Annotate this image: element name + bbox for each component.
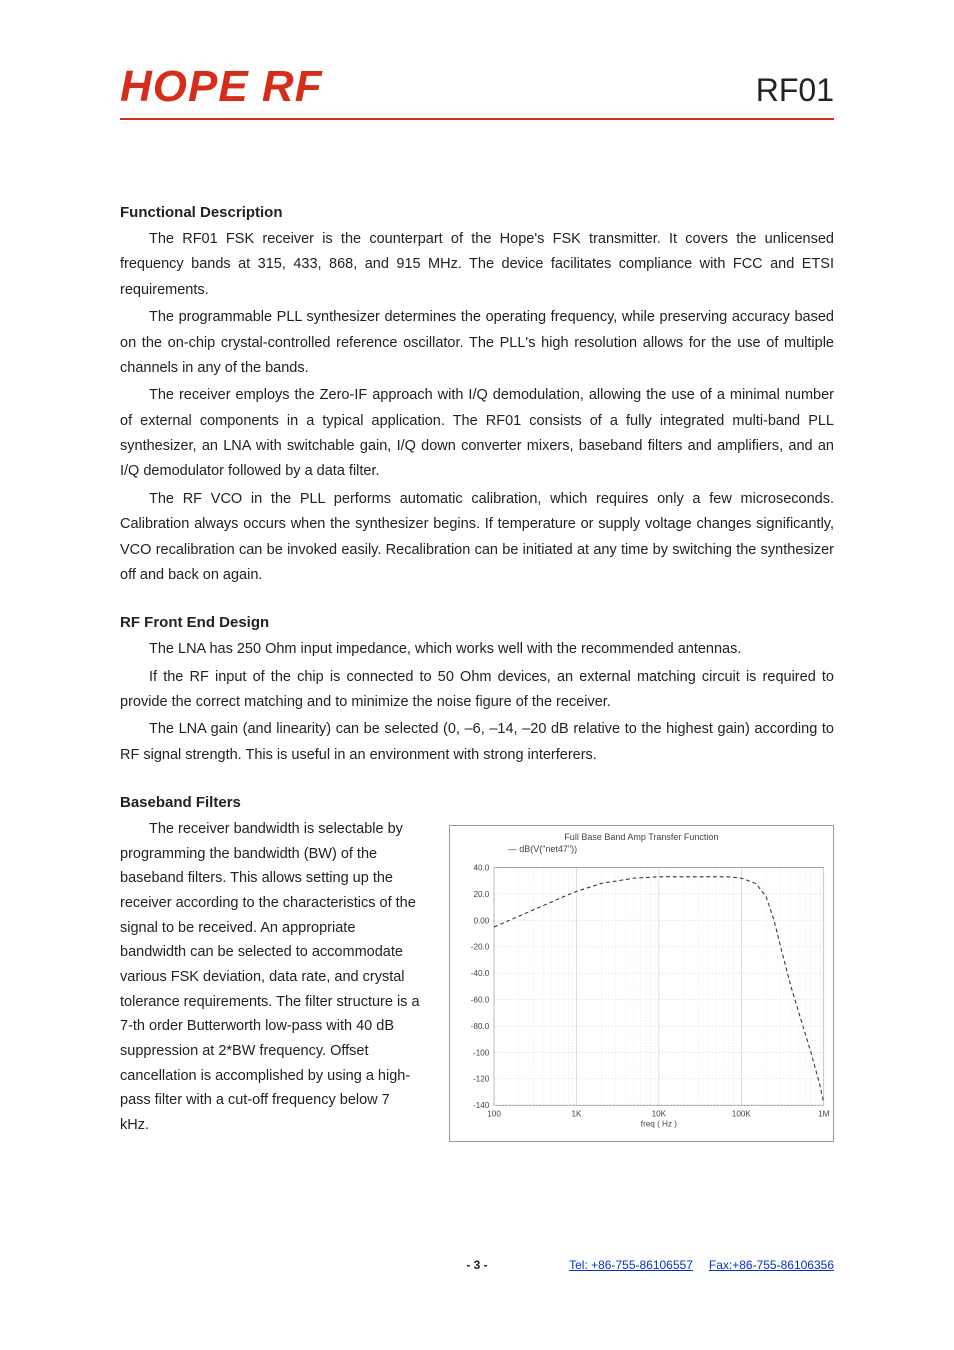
section-title-rf-front-end: RF Front End Design — [120, 614, 834, 631]
svg-text:0.00: 0.00 — [473, 916, 489, 925]
svg-text:-20.0: -20.0 — [470, 943, 489, 952]
page-footer: Tel: +86-755-86106557 Fax:+86-755-861063… — [569, 1258, 834, 1272]
paragraph: The receiver employs the Zero-IF approac… — [120, 383, 834, 485]
paragraph: The LNA gain (and linearity) can be sele… — [120, 717, 834, 768]
chart-svg: 40.0 20.0 0.00 -20.0 -40.0 -60.0 -80.0 -100 -120… — [450, 856, 833, 1136]
svg-text:-120: -120 — [473, 1075, 490, 1084]
two-column-layout: The receiver bandwidth is selectable by … — [120, 817, 834, 1142]
svg-text:100: 100 — [487, 1110, 501, 1119]
section-title-functional-description: Functional Description — [120, 204, 834, 221]
paragraph: The receiver bandwidth is selectable by … — [120, 817, 423, 1137]
page-number: - 3 - — [466, 1258, 487, 1272]
paragraph: The LNA has 250 Ohm input impedance, whi… — [120, 637, 834, 662]
svg-text:-60.0: -60.0 — [470, 996, 489, 1005]
svg-text:40.0: 40.0 — [473, 864, 489, 873]
svg-text:freq ( Hz ): freq ( Hz ) — [641, 1119, 677, 1128]
baseband-text-column: The receiver bandwidth is selectable by … — [120, 817, 423, 1142]
chart-title: Full Base Band Amp Transfer Function — [450, 826, 833, 844]
svg-text:-80.0: -80.0 — [470, 1022, 489, 1031]
logo-text: HOPE RF — [120, 62, 323, 112]
svg-text:20.0: 20.0 — [473, 890, 489, 899]
svg-text:10K: 10K — [651, 1110, 666, 1119]
svg-text:-140: -140 — [473, 1101, 490, 1110]
paragraph: The RF VCO in the PLL performs automatic… — [120, 487, 834, 589]
footer-fax-link[interactable]: Fax:+86-755-86106356 — [709, 1258, 834, 1272]
section-title-baseband-filters: Baseband Filters — [120, 794, 834, 811]
svg-text:1M: 1M — [818, 1110, 830, 1119]
svg-text:1K: 1K — [571, 1110, 582, 1119]
paragraph: The programmable PLL synthesizer determi… — [120, 305, 834, 381]
transfer-function-chart: Full Base Band Amp Transfer Function — d… — [449, 825, 834, 1142]
footer-tel-link[interactable]: Tel: +86-755-86106557 — [569, 1258, 693, 1272]
paragraph: The RF01 FSK receiver is the counterpart… — [120, 227, 834, 303]
product-code: RF01 — [756, 72, 834, 109]
svg-text:-40.0: -40.0 — [470, 969, 489, 978]
baseband-chart-column: Full Base Band Amp Transfer Function — d… — [449, 817, 834, 1142]
svg-text:100K: 100K — [732, 1110, 752, 1119]
page-header: HOPE RF RF01 — [120, 62, 834, 120]
paragraph: If the RF input of the chip is connected… — [120, 665, 834, 716]
page-container: HOPE RF RF01 Functional Description The … — [0, 0, 954, 1142]
chart-legend: — dB(V("net47")) — [450, 844, 833, 856]
svg-text:-100: -100 — [473, 1048, 490, 1057]
